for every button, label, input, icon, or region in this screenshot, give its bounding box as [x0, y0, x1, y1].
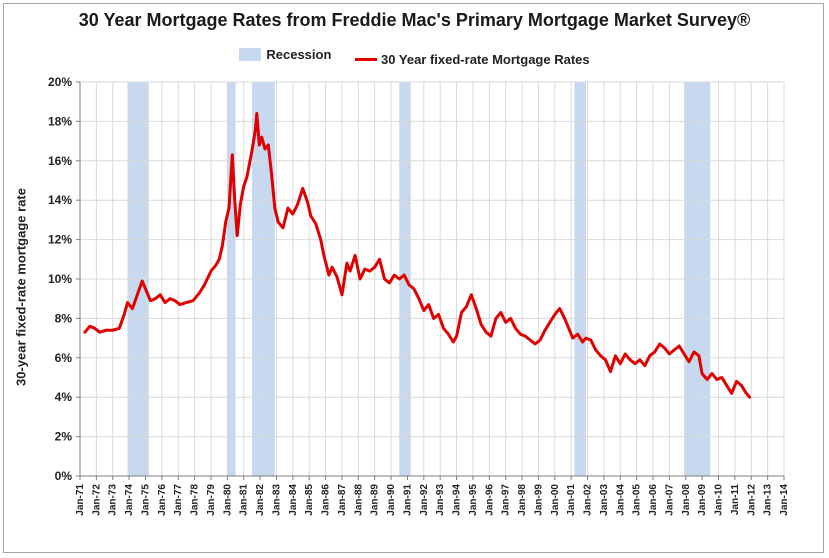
x-tick-label: Jan-97: [501, 484, 512, 516]
y-tick-label: 10%: [48, 272, 72, 286]
x-tick-labels: Jan-71 Jan-72 Jan-73 Jan-74 Jan-75 Jan-76 Jan-…: [75, 484, 790, 516]
series-layer: [83, 112, 752, 399]
legend-item-series: 30 Year fixed-rate Mortgage Rates: [355, 52, 590, 67]
x-tick-label: Jan-10: [714, 484, 725, 516]
x-tick-label: Jan-84: [288, 484, 299, 516]
x-tick-label: Jan-74: [124, 484, 135, 516]
x-tick-label: Jan-01: [566, 484, 577, 516]
x-tick-label: Jan-76: [157, 484, 168, 516]
y-tick-label: 18%: [48, 114, 72, 128]
y-tick-label: 8%: [55, 311, 73, 325]
x-tick-label: Jan-14: [779, 484, 790, 516]
x-tick-label: Jan-73: [108, 484, 119, 516]
y-tick-labels: 0% 2% 4% 6% 8% 10% 12% 14% 16% 18% 20%: [48, 75, 72, 483]
x-tick-label: Jan-80: [222, 484, 233, 516]
x-tick-label: Jan-11: [730, 484, 741, 516]
y-tick-label: 6%: [55, 351, 73, 365]
axes: [76, 81, 785, 480]
series-swatch: [355, 58, 378, 61]
legend-label-series: 30 Year fixed-rate Mortgage Rates: [381, 52, 590, 67]
x-tick-label: Jan-00: [550, 484, 561, 516]
legend: Recession 30 Year fixed-rate Mortgage Ra…: [0, 47, 829, 67]
series-line: [83, 112, 752, 399]
chart-title: 30 Year Mortgage Rates from Freddie Mac'…: [78, 10, 751, 30]
x-tick-label: Jan-95: [468, 484, 479, 516]
x-tick-label: Jan-92: [419, 484, 430, 516]
recession-swatch: [239, 48, 262, 61]
x-tick-label: Jan-89: [370, 484, 381, 516]
x-tick-label: Jan-88: [353, 484, 364, 516]
legend-item-recession: Recession: [239, 47, 331, 62]
x-tick-label: Jan-03: [599, 484, 610, 516]
x-tick-label: Jan-12: [746, 484, 757, 516]
x-tick-label: Jan-81: [239, 484, 250, 516]
x-tick-label: Jan-99: [533, 484, 544, 516]
y-tick-label: 0%: [55, 469, 73, 483]
x-tick-label: Jan-78: [190, 484, 201, 516]
grid-lines: [79, 81, 785, 477]
x-tick-label: Jan-85: [304, 484, 315, 516]
x-tick-label: Jan-77: [173, 484, 184, 516]
x-tick-label: Jan-05: [632, 484, 643, 516]
x-tick-label: Jan-94: [452, 484, 463, 516]
x-tick-label: Jan-72: [91, 484, 102, 516]
y-tick-label: 12%: [48, 233, 72, 247]
x-tick-label: Jan-86: [321, 484, 332, 516]
x-tick-label: Jan-96: [484, 484, 495, 516]
x-tick-label: Jan-93: [435, 484, 446, 516]
x-tick-label: Jan-08: [681, 484, 692, 516]
legend-label-recession: Recession: [266, 47, 332, 62]
x-tick-label: Jan-79: [206, 484, 217, 516]
x-tick-label: Jan-83: [271, 484, 282, 516]
x-tick-label: Jan-75: [140, 484, 151, 516]
x-tick-label: Jan-09: [697, 484, 708, 516]
x-tick-label: Jan-71: [75, 484, 86, 516]
x-tick-label: Jan-06: [648, 484, 659, 516]
y-tick-label: 14%: [48, 193, 72, 207]
x-tick-label: Jan-98: [517, 484, 528, 516]
x-tick-label: Jan-02: [583, 484, 594, 516]
x-tick-label: Jan-91: [402, 484, 413, 516]
x-tick-label: Jan-87: [337, 484, 348, 516]
y-tick-label: 20%: [48, 75, 72, 89]
x-tick-label: Jan-04: [615, 484, 626, 516]
x-tick-label: Jan-90: [386, 484, 397, 516]
y-tick-label: 16%: [48, 154, 72, 168]
x-tick-label: Jan-07: [664, 484, 675, 516]
x-tick-label: Jan-82: [255, 484, 266, 516]
y-tick-label: 2%: [55, 430, 73, 444]
y-tick-label: 4%: [55, 390, 73, 404]
x-tick-label: Jan-13: [763, 484, 774, 516]
